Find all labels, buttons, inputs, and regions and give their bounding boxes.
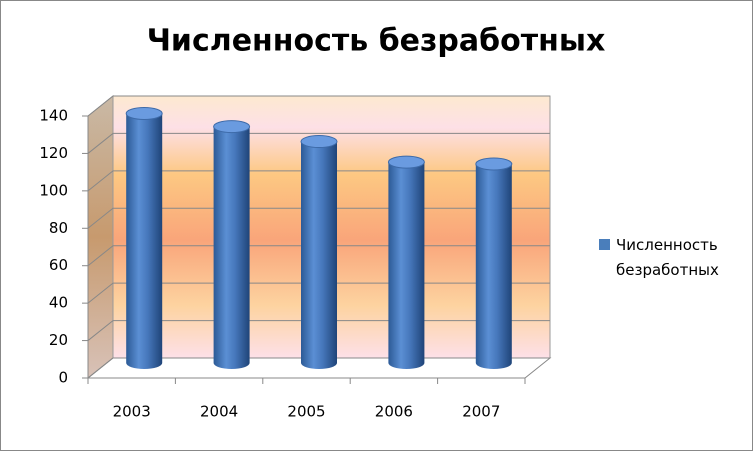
bar-top [213,120,251,134]
bar-top [300,135,338,149]
x-tick-label: 2006 [375,403,413,421]
bar-top [475,157,513,171]
y-tick-label: 40 [49,294,68,312]
bar-top [125,106,163,120]
bar [475,164,512,369]
bar [126,113,163,369]
x-tick-label: 2007 [462,403,500,421]
x-tick-label: 2005 [287,403,325,421]
grid-line [87,95,550,117]
bar [301,141,337,369]
y-tick-label: 0 [58,369,68,387]
legend-label: Численность безработных [616,236,719,279]
bar [388,162,425,369]
grid-line [87,132,550,154]
y-tick-label: 20 [49,331,68,349]
y-tick-label: 80 [49,219,68,237]
x-tick-label: 2003 [113,403,151,421]
bar [213,126,250,369]
x-tick-label: 2004 [200,403,238,421]
y-tick-label: 100 [39,181,68,199]
y-tick-label: 140 [39,107,68,125]
y-tick-label: 120 [39,144,68,162]
bar-top [387,155,425,169]
side-wall [87,94,114,380]
legend-swatch [599,239,610,250]
y-tick-label: 60 [49,256,68,274]
chart-title: Численность безработных [147,24,606,59]
